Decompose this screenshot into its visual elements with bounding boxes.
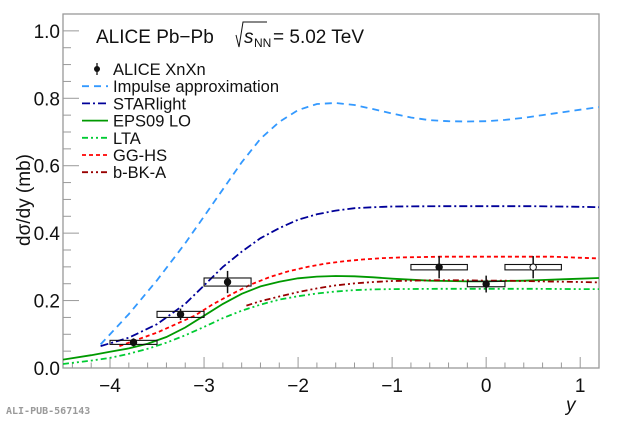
model-curves: [63, 102, 599, 365]
legend-item: Impulse approximation: [82, 78, 279, 96]
x-axis-title: y: [564, 395, 577, 416]
curve-gg-hs: [119, 255, 599, 347]
curve-impulse-approximation: [99, 102, 599, 346]
y-axis: 0.0 0.2 0.4 0.6 0.8 1.0: [34, 13, 79, 380]
x-tick-label: −4: [99, 376, 121, 397]
data-marker: [176, 310, 185, 319]
legend-label: ALICE XnXn: [113, 61, 206, 79]
data-marker: [482, 280, 490, 288]
title-collaboration: ALICE Pb−Pb: [96, 27, 214, 48]
legend-item: ALICE XnXn: [94, 61, 206, 79]
energy-value: = 5.02 TeV: [273, 27, 364, 48]
x-tick-label: −3: [193, 376, 215, 397]
data-points: [109, 256, 562, 347]
watermark: ALI-PUB-567143: [6, 406, 90, 417]
data-marker: [529, 263, 537, 271]
y-axis-title: dσ/dy (mb): [14, 154, 35, 246]
data-marker: [223, 278, 232, 286]
data-point: [156, 308, 205, 321]
legend-label: b-BK-A: [113, 164, 166, 182]
energy-label: s NN = 5.02 TeV: [235, 21, 364, 50]
legend-item: EPS09 LO: [82, 113, 191, 131]
legend-item: b-BK-A: [82, 164, 166, 182]
data-point: [109, 338, 158, 347]
y-tick-label: 0.4: [34, 224, 61, 245]
x-tick-label: 1: [575, 376, 586, 397]
legend-label: EPS09 LO: [113, 113, 191, 131]
x-tick-label: 0: [481, 376, 492, 397]
data-point: [410, 256, 468, 279]
curve-b-bk-a: [246, 279, 599, 307]
data-point: [466, 275, 506, 293]
y-tick-label: 0.8: [34, 89, 60, 110]
curve-starlight: [100, 205, 599, 347]
legend-label: LTA: [113, 130, 141, 148]
chart-title: ALICE Pb−Pb: [96, 27, 214, 48]
y-tick-label: 0.6: [34, 157, 60, 178]
y-tick-label: 0.0: [34, 359, 60, 380]
legend-label: Impulse approximation: [113, 78, 279, 96]
y-tick-label: 1.0: [34, 22, 60, 43]
legend-marker: [94, 66, 100, 72]
energy-subscript: NN: [254, 36, 271, 50]
data-point: [504, 256, 562, 279]
x-axis: −4 −3 −2 −1 0 1: [71, 357, 600, 397]
data-point: [203, 270, 252, 294]
data-marker: [435, 263, 443, 271]
legend-item: GG-HS: [82, 147, 167, 165]
plot-frame: [62, 13, 600, 369]
data-marker: [129, 338, 138, 347]
y-tick-label: 0.2: [34, 292, 60, 313]
curve-lta: [63, 287, 599, 365]
legend-label: STARlight: [113, 95, 186, 113]
energy-variable: s: [244, 27, 254, 48]
plot-border: [62, 13, 600, 369]
x-tick-label: −2: [287, 376, 309, 397]
legend-label: GG-HS: [113, 147, 167, 165]
legend-item: LTA: [82, 130, 141, 148]
legend-item: STARlight: [82, 95, 186, 113]
x-tick-label: −1: [381, 376, 403, 397]
sqrt-symbol: [235, 21, 267, 48]
